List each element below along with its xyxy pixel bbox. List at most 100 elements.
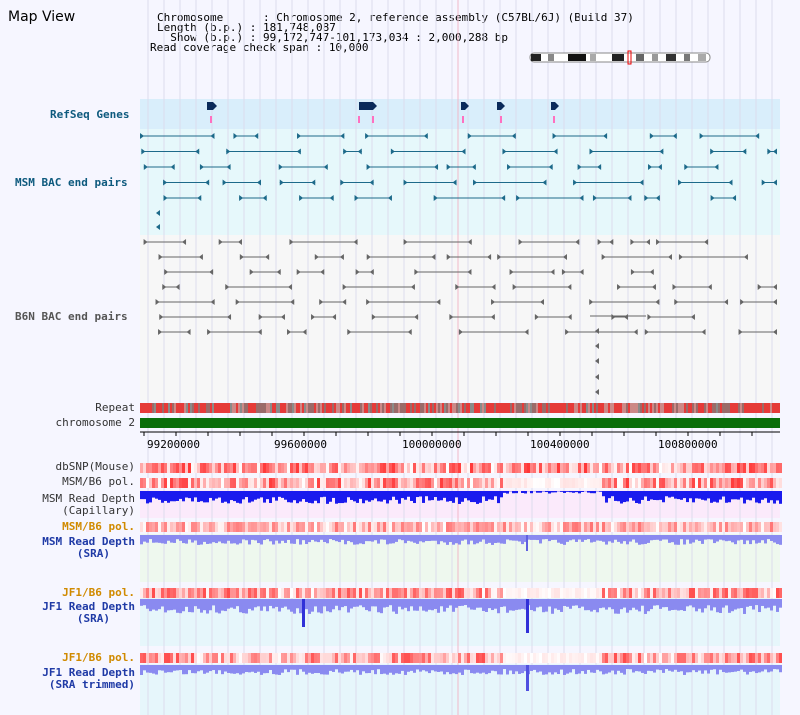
heat-cell — [347, 588, 350, 598]
bac-end — [595, 358, 599, 364]
heat-cell — [608, 588, 611, 598]
depth-bar — [236, 599, 239, 607]
heat-cell — [230, 478, 233, 488]
heat-cell — [485, 463, 488, 473]
heat-cell — [386, 653, 389, 663]
depth-bar — [752, 491, 755, 498]
heat-cell — [197, 463, 200, 473]
depth-bar — [602, 491, 605, 497]
heat-cell — [695, 522, 698, 532]
heat-cell — [296, 588, 299, 598]
depth-bar — [455, 535, 458, 544]
chromosome-bar — [140, 418, 780, 428]
depth-bar — [377, 665, 380, 670]
heat-cell — [758, 588, 761, 598]
depth-bar — [143, 599, 146, 606]
depth-bar — [371, 665, 374, 671]
depth-bar — [377, 491, 380, 502]
heat-cell — [194, 463, 197, 473]
depth-bar — [446, 665, 449, 673]
heat-cell — [380, 478, 383, 488]
heat-cell — [413, 653, 416, 663]
depth-bar — [404, 535, 407, 544]
repeat-seg — [598, 403, 600, 413]
depth-bar — [470, 599, 473, 610]
heat-cell — [557, 522, 560, 532]
depth-bar — [515, 535, 518, 541]
heat-cell — [422, 478, 425, 488]
heat-cell — [176, 522, 179, 532]
heat-cell — [155, 478, 158, 488]
heat-cell — [638, 522, 641, 532]
bac-end — [678, 179, 683, 186]
heat-cell — [542, 522, 545, 532]
depth-bar — [299, 491, 302, 502]
heat-cell — [563, 463, 566, 473]
depth-bar — [647, 665, 650, 671]
heat-cell — [278, 522, 281, 532]
depth-bar — [446, 491, 449, 502]
heat-cell — [515, 588, 518, 598]
heat-cell — [620, 522, 623, 532]
depth-spike — [526, 599, 529, 633]
depth-bar — [224, 599, 227, 612]
repeat-seg — [680, 403, 682, 413]
bac-end — [724, 299, 729, 305]
repeat-seg — [756, 403, 758, 413]
heat-cell — [686, 653, 689, 663]
heat-cell — [536, 522, 539, 532]
heat-cell — [725, 522, 728, 532]
heat-cell — [536, 463, 539, 473]
repeat-seg — [226, 403, 228, 413]
depth-bar — [164, 491, 167, 501]
heat-cell — [641, 478, 644, 488]
heat-cell — [776, 522, 779, 532]
heat-cell — [674, 522, 677, 532]
heat-cell — [260, 478, 263, 488]
heat-cell — [524, 588, 527, 598]
depth-bar — [551, 599, 554, 614]
bac-end — [403, 179, 408, 186]
heat-cell — [704, 653, 707, 663]
heat-cell — [593, 522, 596, 532]
depth-bar — [419, 665, 422, 672]
heat-cell — [269, 463, 272, 473]
depth-bar — [332, 665, 335, 672]
depth-bar — [293, 665, 296, 670]
depth-bar — [716, 491, 719, 503]
heat-cell — [467, 588, 470, 598]
heat-cell — [539, 522, 542, 532]
depth-bar — [326, 535, 329, 544]
heat-cell — [407, 463, 410, 473]
bac-end — [199, 164, 204, 170]
heat-cell — [467, 478, 470, 488]
depth-bar — [401, 599, 404, 610]
depth-bar — [338, 535, 341, 543]
heat-cell — [440, 463, 443, 473]
depth-bar — [281, 599, 284, 608]
depth-bar — [206, 599, 209, 614]
heat-cell — [425, 463, 428, 473]
heat-cell — [455, 522, 458, 532]
depth-bar — [440, 535, 443, 542]
depth-bar — [296, 535, 299, 540]
repeat-seg — [228, 403, 230, 413]
heat-cell — [380, 588, 383, 598]
repeat-seg — [266, 403, 268, 413]
heat-cell — [200, 463, 203, 473]
heat-cell — [308, 653, 311, 663]
heat-cell — [746, 522, 749, 532]
repeat-seg — [366, 403, 368, 413]
depth-bar — [773, 535, 776, 543]
depth-bar — [413, 599, 416, 611]
length-label: Length (b.p.) : — [157, 21, 263, 34]
heat-cell — [167, 653, 170, 663]
depth-bar — [710, 535, 713, 540]
depth-bar — [299, 599, 302, 614]
heat-cell — [215, 478, 218, 488]
depth-bar — [230, 491, 233, 501]
heat-cell — [761, 463, 764, 473]
depth-bar — [656, 599, 659, 606]
bac-end — [289, 239, 294, 245]
